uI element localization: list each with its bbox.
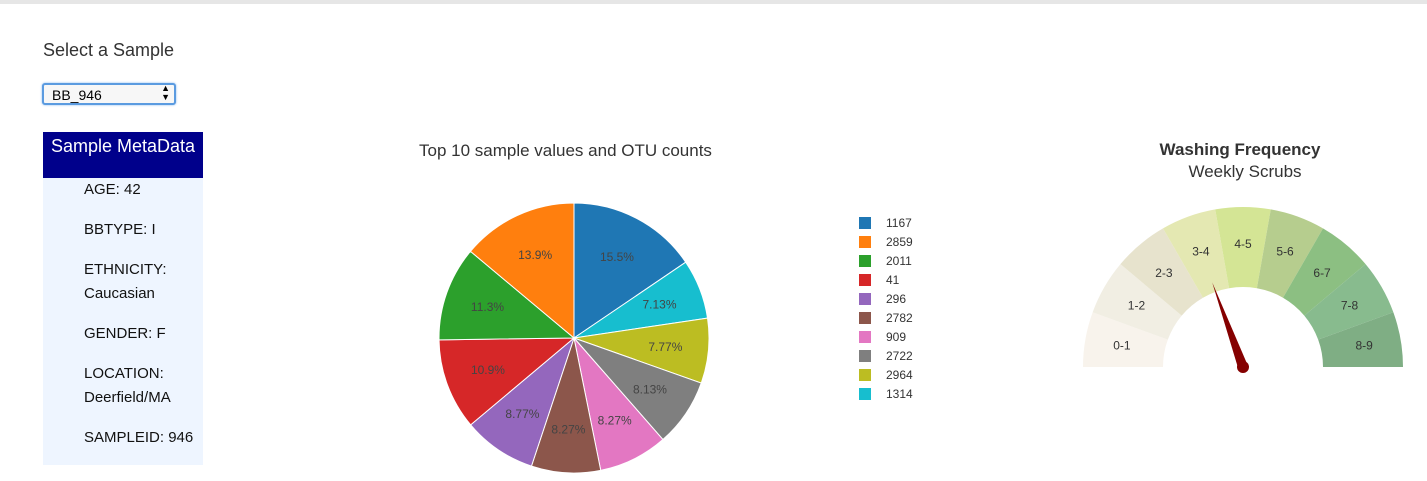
gauge-segment-2-3	[1120, 228, 1203, 316]
legend-label: 2722	[886, 348, 913, 363]
pie-slice-label: 11.3%	[471, 300, 504, 314]
pie-legend: 1167 2859 2011 41 296 2782 909 2722 2964 1314	[859, 213, 913, 403]
pie-slice-label: 13.9%	[518, 248, 552, 262]
sample-select[interactable]: BB_946 ▲ ▼	[42, 83, 176, 105]
gauge-segment-5-6	[1256, 209, 1323, 298]
gauge-segment-4-5	[1215, 207, 1271, 289]
legend-label: 2782	[886, 310, 913, 325]
metadata-text: Deerfield/MA	[84, 389, 171, 406]
gauge-segment-label: 1-2	[1128, 299, 1146, 313]
legend-swatch	[859, 330, 871, 343]
pie-chart: 15.5% 7.13% 7.77% 8.13% 8.27% 8.27% 8.77% 10.9%…	[438, 202, 710, 474]
gauge-needle	[1212, 282, 1248, 369]
legend-item-41[interactable]: 41	[859, 270, 913, 289]
gauge-subtitle: Weekly Scrubs	[1188, 162, 1302, 181]
gauge-segment-label: 6-7	[1313, 266, 1331, 280]
legend-swatch	[859, 349, 871, 362]
sample-metadata-panel: Sample MetaData AGE: 42 BBTYPE: I ETHNIC…	[43, 132, 203, 465]
legend-item-909[interactable]: 909	[859, 327, 913, 346]
legend-item-2859[interactable]: 2859	[859, 232, 913, 251]
gauge-segment-7-8	[1304, 264, 1394, 340]
gauge-segment-label: 0-1	[1113, 339, 1131, 353]
gauge-title: Washing Frequency	[1159, 140, 1321, 159]
legend-item-1167[interactable]: 1167	[859, 213, 913, 232]
metadata-item-sampleid: SAMPLEID: 946	[84, 426, 199, 450]
pie-slice-2859[interactable]	[469, 202, 575, 340]
legend-swatch	[859, 292, 871, 305]
metadata-text: LOCATION:	[84, 365, 164, 382]
gauge-segment-label: 4-5	[1234, 237, 1252, 251]
gauge-segment-3-4	[1163, 209, 1230, 298]
metadata-text: AGE: 42	[84, 181, 141, 198]
legend-swatch	[859, 273, 871, 286]
legend-label: 2011	[886, 253, 912, 268]
metadata-item-gender: GENDER: F	[84, 322, 199, 346]
legend-label: 2859	[886, 234, 913, 249]
metadata-item-age: AGE: 42	[84, 178, 199, 202]
metadata-text: Caucasian	[84, 285, 155, 302]
legend-label: 1314	[886, 386, 913, 401]
washing-frequency-gauge: 0-1 1-2 2-3 3-4 4-5 5-6 6-7 7-8 8-9	[1083, 207, 1403, 373]
pie-slice-label: 8.77%	[505, 407, 539, 421]
pie-slice-label: 8.27%	[551, 423, 585, 437]
legend-label: 296	[886, 291, 907, 306]
metadata-text: SAMPLEID: 946	[84, 429, 194, 446]
legend-label: 41	[886, 272, 900, 287]
legend-label: 909	[886, 329, 907, 344]
metadata-text: ETHNICITY:	[84, 261, 167, 278]
top-border	[0, 0, 1427, 4]
pie-slice-label: 8.13%	[633, 383, 667, 397]
sample-select-value: BB_946	[52, 87, 102, 103]
select-sample-label: Select a Sample	[43, 40, 175, 60]
gauge-segment-label: 3-4	[1192, 244, 1210, 258]
gauge-segment-label: 8-9	[1355, 339, 1373, 353]
legend-swatch	[859, 387, 871, 400]
legend-item-2011[interactable]: 2011	[859, 251, 913, 270]
legend-item-2722[interactable]: 2722	[859, 346, 913, 365]
legend-item-1314[interactable]: 1314	[859, 384, 913, 403]
pie-slice-41[interactable]	[438, 337, 576, 426]
legend-swatch	[859, 216, 871, 229]
updown-arrows-icon: ▲ ▼	[161, 83, 170, 102]
legend-swatch	[859, 368, 871, 381]
pie-slice-label: 10.9%	[471, 363, 505, 377]
gauge-segment-label: 2-3	[1155, 266, 1173, 280]
legend-item-2964[interactable]: 2964	[859, 365, 913, 384]
pie-slice-2011[interactable]	[438, 250, 576, 341]
metadata-header: Sample MetaData	[43, 132, 203, 178]
gauge-segment-8-9	[1318, 312, 1403, 367]
metadata-text: GENDER: F	[84, 325, 166, 342]
legend-label: 1167	[886, 215, 912, 230]
pie-slice-label: 15.5%	[600, 250, 634, 264]
metadata-text: BBTYPE: I	[84, 221, 156, 238]
pie-slice-label: 7.13%	[642, 298, 676, 312]
legend-item-296[interactable]: 296	[859, 289, 913, 308]
gauge-needle-hub	[1237, 361, 1249, 373]
pie-slice-label: 8.27%	[598, 413, 632, 427]
metadata-item-location: LOCATION: Deerfield/MA	[84, 362, 199, 410]
legend-item-2782[interactable]: 2782	[859, 308, 913, 327]
gauge-segment-label: 7-8	[1341, 299, 1359, 313]
pie-slice-label: 7.77%	[648, 340, 682, 354]
pie-chart-title: Top 10 sample values and OTU counts	[419, 141, 712, 160]
gauge-segment-0-1	[1083, 312, 1168, 367]
metadata-item-ethnicity: ETHNICITY: Caucasian	[84, 258, 199, 306]
legend-swatch	[859, 311, 871, 324]
gauge-segment-label: 5-6	[1276, 244, 1294, 258]
legend-label: 2964	[886, 367, 913, 382]
legend-swatch	[859, 254, 871, 267]
metadata-item-bbtype: BBTYPE: I	[84, 218, 199, 242]
legend-swatch	[859, 235, 871, 248]
pie-slice-1167[interactable]	[573, 202, 687, 339]
gauge-segment-1-2	[1092, 264, 1182, 340]
gauge-segment-6-7	[1283, 228, 1366, 316]
